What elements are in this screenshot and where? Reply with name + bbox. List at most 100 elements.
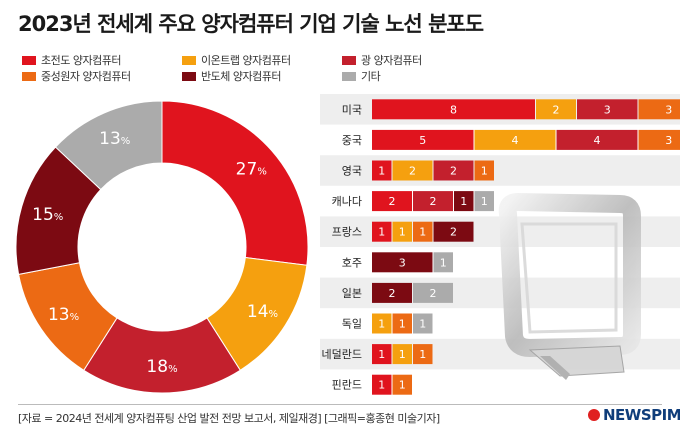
bar-segment	[372, 252, 433, 273]
bar-segment	[454, 191, 474, 212]
bar-value-label: 3	[665, 134, 672, 147]
bar-segment	[638, 129, 680, 150]
source-note: [자료 = 2024년 전세계 양자컴퓨팅 산업 발전 전망 보고서, 제일재경…	[18, 412, 440, 425]
bar-segment	[413, 344, 433, 365]
bar-segment	[372, 313, 392, 334]
legend: 초전도 양자컴퓨터 이온트랩 양자컴퓨터 광 양자컴퓨터 중성원자 양자컴퓨터 …	[22, 52, 452, 86]
bar-value-label: 3	[399, 256, 406, 269]
bars-layer: 미국823313중국544311영국1221캐나다2211프랑스1112호주31…	[320, 94, 680, 395]
bar-segment	[638, 99, 680, 120]
bar-value-label: 1	[378, 318, 385, 331]
bar-segment	[577, 99, 638, 120]
legend-swatch	[22, 71, 36, 81]
bar-value-label: 3	[604, 103, 611, 116]
bar-value-label: 1	[460, 195, 467, 208]
bar-segment	[413, 313, 433, 334]
bar-segment	[372, 160, 392, 181]
legend-label: 초전도 양자컴퓨터	[41, 54, 121, 67]
bar-value-label: 1	[378, 165, 385, 178]
bar-value-label: 1	[419, 348, 426, 361]
category-label: 네덜란드	[322, 348, 362, 361]
slice-label: 27%	[236, 159, 267, 179]
bar-segment	[474, 129, 556, 150]
category-label: 캐나다	[332, 195, 362, 208]
legend-item-neutral-atom: 중성원자 양자컴퓨터	[22, 68, 131, 84]
brand-logo: NEWSPIM	[588, 406, 680, 424]
bar-value-label: 1	[419, 226, 426, 239]
category-label: 프랑스	[332, 226, 362, 239]
divider	[18, 404, 662, 405]
bar-segment	[433, 221, 474, 242]
bar-value-label: 1	[378, 348, 385, 361]
legend-swatch	[182, 55, 196, 65]
bar-value-label: 2	[553, 103, 560, 116]
bar-segment	[392, 221, 412, 242]
legend-swatch	[342, 55, 356, 65]
bar-segment	[474, 191, 494, 212]
stacked-bar-chart: 미국823313중국544311영국1221캐나다2211프랑스1112호주31…	[320, 94, 680, 395]
category-label: 호주	[342, 256, 362, 269]
chart-title: 2023년 전세계 주요 양자컴퓨터 기업 기술 노선 분포도	[18, 12, 484, 36]
donut-chart: 27% 14% 18% 13% 15% 13%	[15, 100, 309, 394]
bar-value-label: 2	[430, 287, 437, 300]
slice-label: 15%	[32, 205, 63, 225]
bar-value-label: 1	[399, 318, 406, 331]
bar-segment	[372, 129, 474, 150]
bar-value-label: 1	[378, 379, 385, 392]
bar-segment	[392, 374, 412, 395]
slice-label: 13%	[99, 129, 130, 149]
bar-segment	[392, 313, 412, 334]
bar-value-label: 2	[389, 195, 396, 208]
brand-name: NEWSPIM	[603, 406, 680, 424]
bar-value-label: 1	[378, 226, 385, 239]
bar-value-label: 2	[450, 226, 457, 239]
bar-segment	[392, 160, 433, 181]
legend-label: 광 양자컴퓨터	[361, 54, 422, 67]
donut-slice	[161, 100, 309, 266]
bar-segment	[372, 282, 412, 303]
bar-value-label: 3	[665, 103, 672, 116]
bar-value-label: 4	[594, 134, 601, 147]
glass-frame-illustration	[498, 193, 641, 380]
bar-segment	[372, 221, 392, 242]
legend-swatch	[182, 71, 196, 81]
bar-segment	[413, 282, 453, 303]
bar-value-label: 5	[419, 134, 426, 147]
legend-label: 이온트랩 양자컴퓨터	[201, 54, 291, 67]
slice-label: 13%	[48, 305, 79, 325]
bar-value-label: 4	[512, 134, 519, 147]
legend-item-photonic: 광 양자컴퓨터	[342, 52, 422, 68]
slice-label: 14%	[247, 302, 278, 322]
legend-item-other: 기타	[342, 68, 381, 84]
bar-segment	[392, 344, 412, 365]
legend-item-superconducting: 초전도 양자컴퓨터	[22, 52, 121, 68]
bar-value-label: 1	[399, 348, 406, 361]
bar-value-label: 2	[450, 165, 457, 178]
bar-value-label: 1	[481, 165, 488, 178]
category-label: 핀란드	[332, 379, 362, 392]
bar-value-label: 8	[450, 103, 457, 116]
bar-value-label: 2	[389, 287, 396, 300]
newspim-logo-icon	[588, 409, 600, 421]
category-label: 일본	[342, 286, 362, 300]
category-label: 독일	[342, 317, 362, 331]
legend-item-iontrap: 이온트랩 양자컴퓨터	[182, 52, 291, 68]
legend-swatch	[22, 55, 36, 65]
bar-value-label: 1	[399, 226, 406, 239]
bar-value-label: 1	[419, 318, 426, 331]
category-label: 중국	[342, 134, 362, 147]
bar-segment	[372, 374, 392, 395]
legend-item-semiconductor: 반도체 양자컴퓨터	[182, 68, 281, 84]
bar-segment	[433, 160, 474, 181]
bar-value-label: 1	[399, 379, 406, 392]
legend-label: 반도체 양자컴퓨터	[201, 70, 281, 83]
bar-segment	[474, 160, 494, 181]
category-label: 영국	[342, 165, 362, 178]
bar-value-label: 1	[440, 256, 447, 269]
bar-segment	[372, 99, 535, 120]
donut-slice	[54, 100, 163, 191]
category-label: 미국	[342, 103, 362, 116]
bar-segment	[536, 99, 576, 120]
bar-segment	[433, 252, 453, 273]
